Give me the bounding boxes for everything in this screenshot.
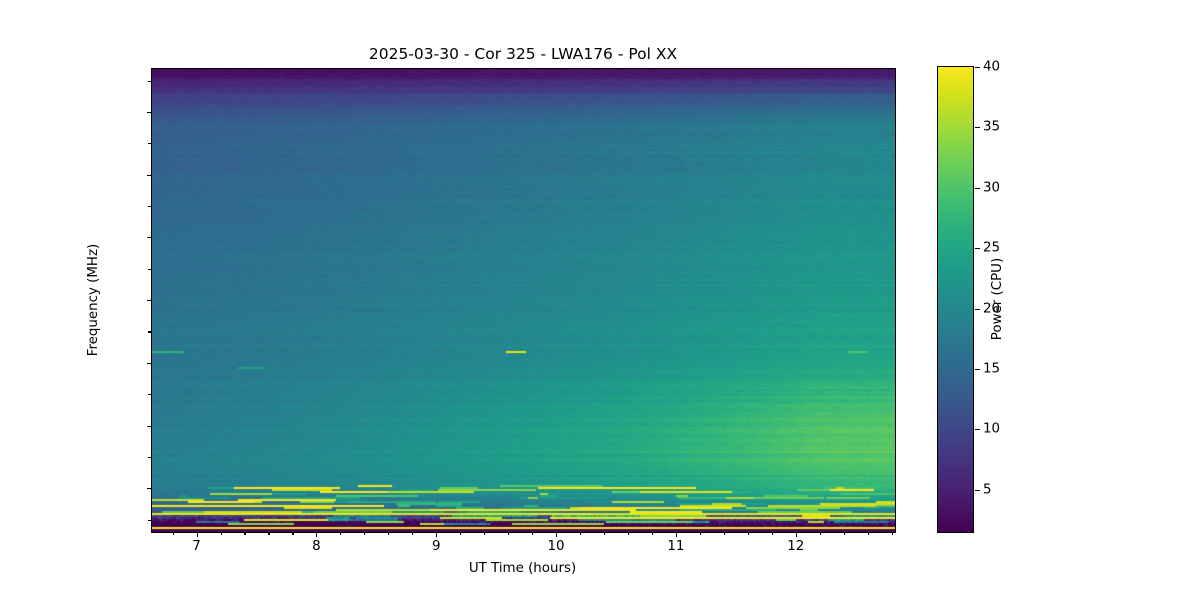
colorbar-tick-label: 35 xyxy=(983,119,1001,135)
y-axis-minor-tick xyxy=(148,456,151,459)
colorbar-tick-label: 10 xyxy=(983,421,1001,437)
colorbar-tick-label: 30 xyxy=(983,180,1001,196)
x-axis-minor-tick xyxy=(532,532,534,535)
colorbar-tick-label: 25 xyxy=(983,240,1001,256)
y-axis-tick xyxy=(146,362,151,364)
x-axis-tick-label: 10 xyxy=(547,539,565,554)
colorbar-label: Power (CPU) xyxy=(990,257,1005,340)
y-axis-minor-tick xyxy=(148,268,151,270)
x-axis: 7 8 9 10 11 12 xyxy=(151,532,894,572)
y-axis-label-holder: Frequency (MHz) xyxy=(86,68,104,531)
x-axis-minor-tick xyxy=(771,532,773,535)
x-axis-minor-tick xyxy=(867,532,869,535)
y-axis-tick xyxy=(146,300,151,302)
x-axis-minor-tick xyxy=(508,532,510,535)
x-axis-minor-tick xyxy=(340,532,342,535)
y-axis-minor-tick xyxy=(148,519,151,521)
x-axis-tick xyxy=(196,532,198,537)
x-axis-minor-tick xyxy=(747,532,749,535)
x-axis-minor-tick xyxy=(364,532,366,535)
colorbar-tick xyxy=(975,308,980,310)
x-axis-minor-tick xyxy=(268,532,270,535)
x-axis-minor-tick xyxy=(172,532,174,535)
y-axis-tick xyxy=(146,488,151,490)
x-axis-minor-tick xyxy=(460,532,462,535)
y-axis-minor-tick xyxy=(148,143,151,145)
x-axis-tick-label: 7 xyxy=(192,539,201,554)
colorbar-tick xyxy=(975,368,980,371)
colorbar-tick-label: 40 xyxy=(983,59,1001,75)
colorbar-tick xyxy=(975,187,980,189)
x-axis-minor-tick xyxy=(723,532,725,535)
x-axis-tick xyxy=(316,532,318,537)
y-axis-tick xyxy=(146,111,151,113)
y-axis-minor-tick xyxy=(148,394,151,396)
colorbar-tick-label: 5 xyxy=(983,482,992,498)
x-axis-minor-tick xyxy=(843,532,845,535)
y-axis-tick xyxy=(146,237,151,239)
colorbar-axis: 5 10 15 20 25 30 35 40 xyxy=(937,60,1000,533)
x-axis-minor-tick xyxy=(220,532,222,535)
x-axis-tick-label: 9 xyxy=(431,539,441,554)
dynamic-spectrum-plot xyxy=(151,68,896,533)
x-axis-tick xyxy=(436,532,438,537)
colorbar-tick xyxy=(975,248,980,250)
y-axis-minor-tick xyxy=(148,331,151,333)
x-axis-tick xyxy=(795,532,797,537)
colorbar-tick xyxy=(975,67,980,69)
x-axis-minor-tick xyxy=(699,532,701,535)
spectrogram-image xyxy=(152,69,895,532)
y-axis-minor-tick xyxy=(148,80,151,82)
colorbar-label-holder: Power (CPU) xyxy=(990,66,1006,531)
x-axis-tick-label: 8 xyxy=(312,539,321,554)
colorbar-tick-label: 15 xyxy=(983,361,1001,377)
x-axis-minor-tick xyxy=(484,532,486,535)
x-axis-minor-tick xyxy=(651,532,654,535)
x-axis-minor-tick xyxy=(412,532,414,535)
y-axis-label: Frequency (MHz) xyxy=(86,243,101,356)
colorbar-tick xyxy=(975,127,980,129)
colorbar-gradient xyxy=(938,67,973,532)
page-title: 2025-03-30 - Cor 325 - LWA176 - Pol XX xyxy=(368,45,678,63)
x-axis-tick-label: 12 xyxy=(787,539,805,554)
x-axis-label: UT Time (hours) xyxy=(468,561,577,576)
x-axis-minor-tick xyxy=(388,532,390,535)
x-axis-tick-label: 11 xyxy=(667,539,685,554)
x-axis-minor-tick xyxy=(891,532,893,535)
x-axis-tick xyxy=(556,532,558,537)
x-axis-tick xyxy=(675,532,677,537)
colorbar xyxy=(937,66,974,533)
x-axis-minor-tick xyxy=(627,532,630,535)
y-axis-minor-tick xyxy=(148,206,151,208)
x-axis-minor-tick xyxy=(819,532,821,535)
y-axis-tick xyxy=(146,174,151,176)
y-axis: 20304050607080 xyxy=(146,68,152,531)
x-axis-minor-tick xyxy=(580,532,582,535)
colorbar-tick xyxy=(975,429,980,431)
x-axis-minor-tick xyxy=(603,532,606,535)
x-axis-minor-tick xyxy=(292,532,294,535)
x-axis-minor-tick xyxy=(244,532,246,535)
colorbar-tick-label: 20 xyxy=(983,301,1001,317)
y-axis-tick xyxy=(146,425,151,427)
colorbar-tick xyxy=(975,489,980,491)
